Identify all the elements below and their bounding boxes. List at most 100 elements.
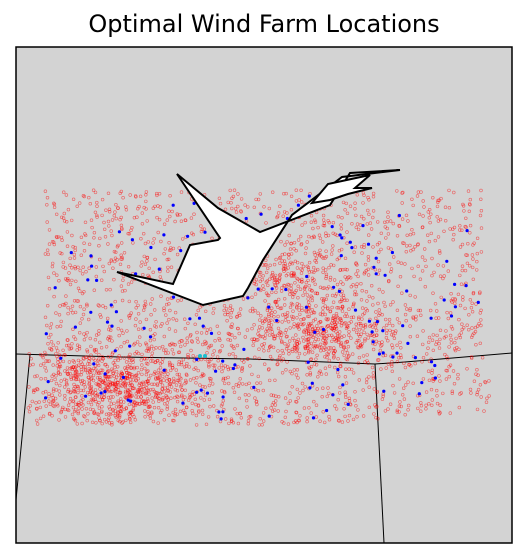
candidate-site-marker (292, 420, 296, 425)
candidate-site-marker (458, 224, 462, 228)
candidate-site-marker (71, 327, 75, 331)
candidate-site-marker (421, 199, 425, 203)
candidate-site-marker (356, 361, 361, 365)
candidate-site-marker (47, 287, 52, 291)
candidate-site-marker (388, 303, 393, 307)
candidate-site-marker (116, 385, 120, 389)
candidate-site-marker (92, 347, 97, 352)
selected-site-marker (348, 240, 352, 244)
selected-site-marker (209, 331, 214, 335)
candidate-site-marker (327, 220, 331, 225)
candidate-site-marker (179, 219, 184, 223)
candidate-site-marker (300, 223, 304, 227)
candidate-site-marker (273, 273, 278, 278)
candidate-site-marker (450, 389, 454, 393)
candidate-site-marker (359, 282, 363, 286)
candidate-site-marker (397, 410, 401, 414)
selected-site-marker (197, 316, 202, 320)
candidate-site-marker (452, 190, 456, 195)
selected-site-marker (453, 305, 457, 309)
candidate-site-marker (278, 204, 282, 209)
candidate-site-marker (337, 419, 341, 423)
candidate-site-marker (167, 257, 171, 261)
candidate-site-marker (148, 328, 153, 332)
candidate-site-marker (421, 356, 426, 360)
candidate-site-marker (335, 257, 339, 262)
candidate-site-marker (309, 294, 313, 298)
candidate-site-marker (112, 277, 116, 282)
candidate-site-marker (402, 241, 406, 246)
candidate-site-marker (140, 352, 144, 357)
candidate-site-marker (39, 377, 43, 381)
candidate-site-marker (106, 337, 110, 341)
candidate-site-marker (269, 344, 273, 348)
candidate-site-marker (95, 362, 100, 366)
candidate-site-marker (268, 326, 273, 331)
candidate-site-marker (433, 302, 438, 306)
candidate-site-marker (110, 352, 115, 356)
candidate-site-marker (413, 295, 417, 299)
candidate-site-marker (133, 400, 137, 404)
candidate-site-marker (450, 327, 455, 331)
candidate-site-marker (97, 329, 101, 333)
candidate-site-marker (303, 290, 307, 294)
candidate-site-marker (161, 344, 165, 349)
candidate-site-marker (281, 313, 285, 317)
candidate-site-marker (165, 257, 170, 262)
candidate-site-marker (302, 339, 306, 343)
candidate-site-marker (285, 240, 289, 244)
candidate-site-marker (470, 326, 474, 330)
candidate-site-marker (487, 394, 491, 398)
candidate-site-marker (151, 270, 155, 274)
selected-site-marker (46, 380, 50, 384)
candidate-site-marker (466, 242, 470, 246)
candidate-site-marker (77, 403, 81, 407)
candidate-site-marker (45, 304, 50, 308)
candidate-site-marker (217, 196, 222, 201)
candidate-site-marker (339, 342, 343, 346)
candidate-site-marker (338, 364, 342, 368)
candidate-site-marker (305, 416, 309, 420)
candidate-site-marker (194, 402, 198, 407)
candidate-site-marker (330, 248, 334, 252)
candidate-site-marker (471, 243, 475, 247)
candidate-site-marker (353, 292, 357, 297)
candidate-site-marker (266, 329, 270, 333)
candidate-site-marker (102, 269, 107, 274)
selected-site-marker (44, 332, 48, 336)
candidate-site-marker (283, 297, 287, 301)
candidate-site-marker (68, 263, 72, 267)
candidate-site-marker (474, 343, 478, 347)
candidate-site-marker (316, 267, 320, 272)
candidate-site-marker (173, 412, 177, 416)
selected-site-marker (252, 385, 256, 389)
candidate-site-marker (86, 412, 90, 416)
candidate-site-marker (228, 338, 233, 342)
candidate-site-marker (41, 355, 45, 360)
candidate-site-marker (145, 356, 149, 361)
candidate-site-marker (398, 400, 402, 404)
candidate-site-marker (26, 406, 31, 410)
candidate-site-marker (191, 232, 196, 237)
candidate-site-marker (213, 339, 217, 343)
candidate-site-marker (288, 369, 292, 374)
candidate-site-marker (188, 334, 193, 338)
candidate-site-marker (278, 330, 282, 334)
candidate-site-marker (115, 258, 119, 262)
candidate-site-marker (363, 323, 368, 327)
candidate-site-marker (269, 406, 273, 410)
candidate-site-marker (151, 241, 155, 245)
candidate-site-marker (427, 239, 432, 244)
candidate-site-marker (374, 316, 378, 320)
candidate-site-marker (257, 347, 261, 351)
candidate-site-marker (143, 366, 147, 371)
candidate-site-marker (475, 368, 479, 372)
candidate-site-marker (314, 403, 319, 407)
candidate-site-marker (100, 398, 105, 402)
candidate-site-marker (103, 378, 108, 382)
candidate-site-marker (449, 341, 454, 345)
candidate-site-marker (327, 364, 332, 368)
candidate-site-marker (116, 380, 120, 384)
candidate-site-marker (418, 277, 423, 281)
candidate-site-marker (194, 313, 199, 317)
